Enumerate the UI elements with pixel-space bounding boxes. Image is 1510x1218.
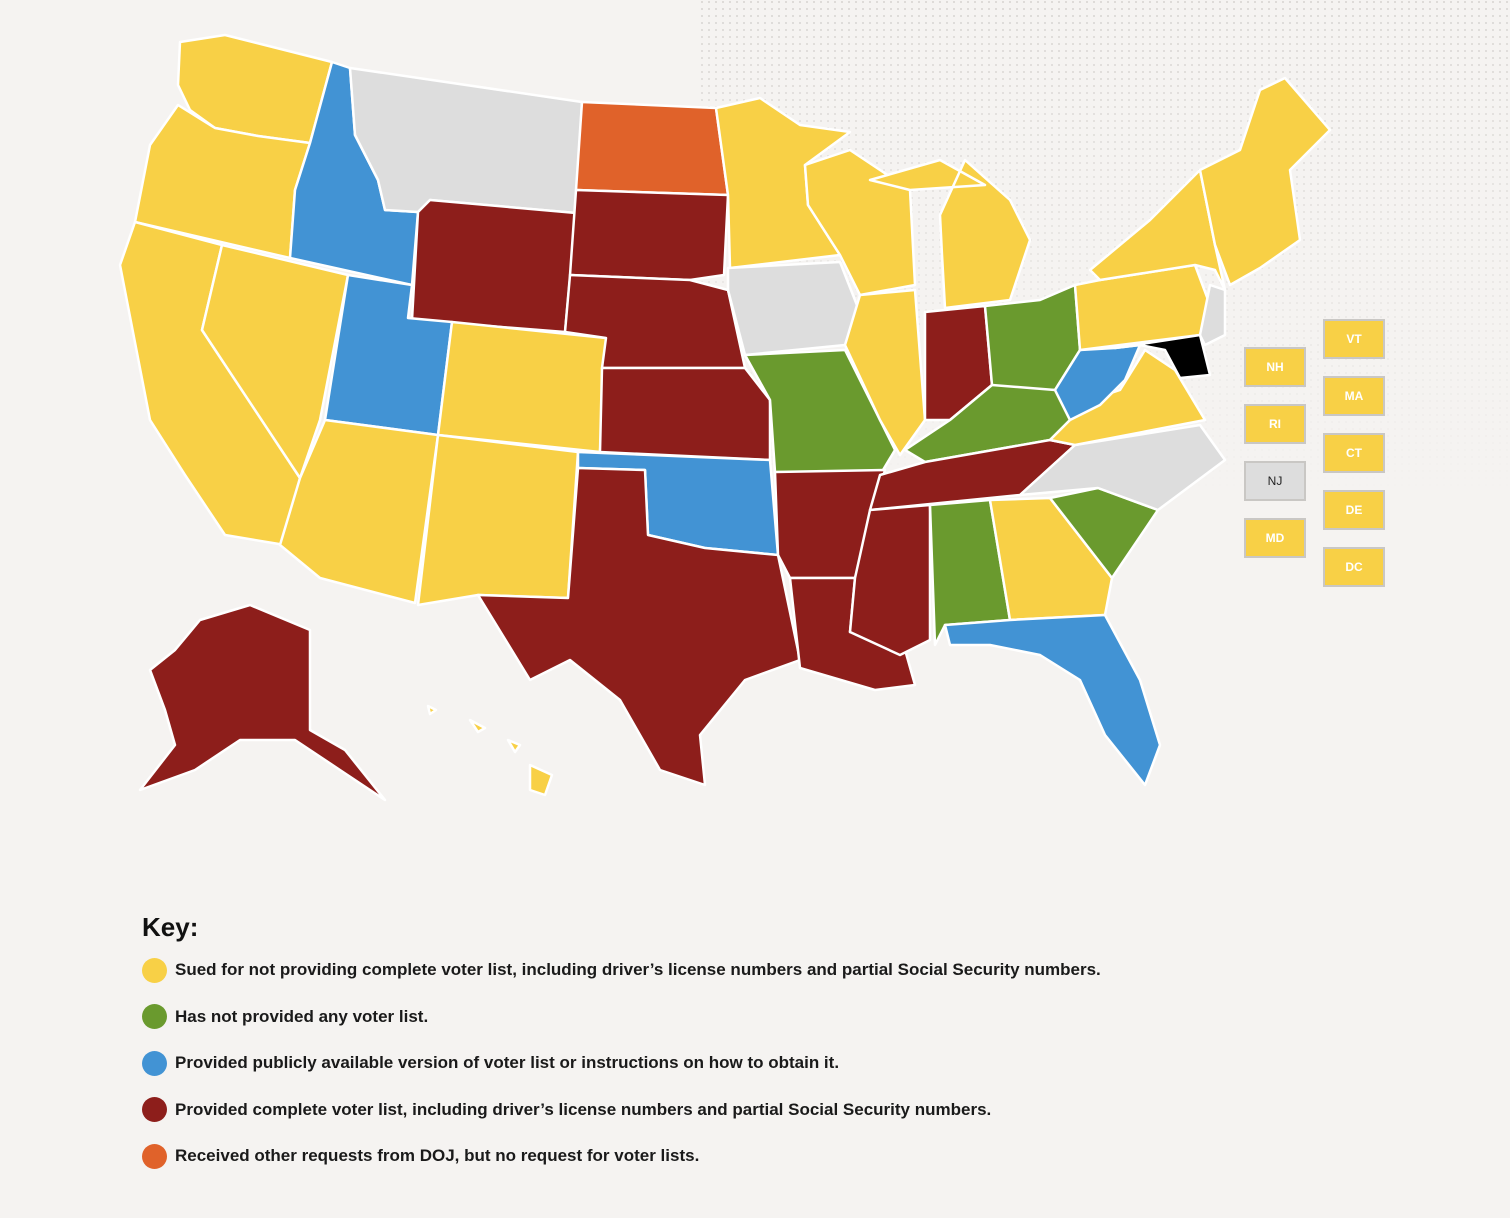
legend-label: Has not provided any voter list. <box>175 1006 429 1026</box>
state-SD[interactable] <box>568 188 730 282</box>
legend-label: Sued for not providing complete voter li… <box>175 960 1101 979</box>
legend-title: Key: <box>142 912 199 942</box>
tile-vt[interactable]: VT <box>1323 319 1385 359</box>
state-MT[interactable] <box>348 66 584 215</box>
tile-de[interactable]: DE <box>1323 490 1385 530</box>
state-MI[interactable] <box>868 158 1032 310</box>
tile-nh[interactable]: NH <box>1244 347 1306 387</box>
state-FL[interactable] <box>943 613 1162 787</box>
legend-item-sued: Sued for not providing complete voter li… <box>142 957 1101 983</box>
legend-label: Provided publicly available version of v… <box>175 1053 840 1072</box>
legend-label: Provided complete voter list, including … <box>175 1099 992 1119</box>
state-MD[interactable] <box>1113 333 1212 380</box>
legend-swatch-blue <box>142 1050 167 1076</box>
state-NV[interactable] <box>200 243 350 480</box>
tile-ri[interactable]: RI <box>1244 404 1306 444</box>
tile-md[interactable]: MD <box>1244 518 1306 558</box>
state-GA[interactable] <box>988 496 1114 622</box>
state-IL[interactable] <box>843 288 927 457</box>
state-KS[interactable] <box>598 366 772 462</box>
legend-swatch-orange <box>142 1143 167 1169</box>
tile-ct[interactable]: CT <box>1323 433 1385 473</box>
state-AK[interactable] <box>138 603 387 802</box>
state-WI[interactable] <box>803 148 917 297</box>
legend-swatch-dark-red <box>142 1097 167 1122</box>
tile-nj[interactable]: NJ <box>1244 461 1306 501</box>
state-MO[interactable] <box>743 348 897 477</box>
state-IA[interactable] <box>726 260 864 357</box>
us-map <box>118 0 1510 802</box>
state-NM[interactable] <box>416 433 580 607</box>
state-TX[interactable] <box>476 466 802 787</box>
legend: Key: Sued for not providing complete vot… <box>142 912 1101 1190</box>
state-NJ[interactable] <box>1198 283 1227 347</box>
legend-label: Received other requests from DOJ, but no… <box>175 1146 700 1165</box>
state-ND[interactable] <box>574 100 730 197</box>
legend-item-no-list: Has not provided any voter list. <box>142 1004 1101 1030</box>
legend-item-complete: Provided complete voter list, including … <box>142 1097 1101 1123</box>
state-WY[interactable] <box>410 198 578 334</box>
legend-item-public: Provided publicly available version of v… <box>142 1050 1101 1076</box>
legend-swatch-green <box>142 1004 167 1029</box>
legend-swatch-yellow <box>142 957 167 983</box>
state-NE-NEW[interactable] <box>1198 76 1332 287</box>
tile-ma[interactable]: MA <box>1323 376 1385 416</box>
legend-item-other: Received other requests from DOJ, but no… <box>142 1143 1101 1169</box>
tile-dc[interactable]: DC <box>1323 547 1385 587</box>
state-HI[interactable] <box>426 704 554 797</box>
state-CO[interactable] <box>436 320 608 454</box>
